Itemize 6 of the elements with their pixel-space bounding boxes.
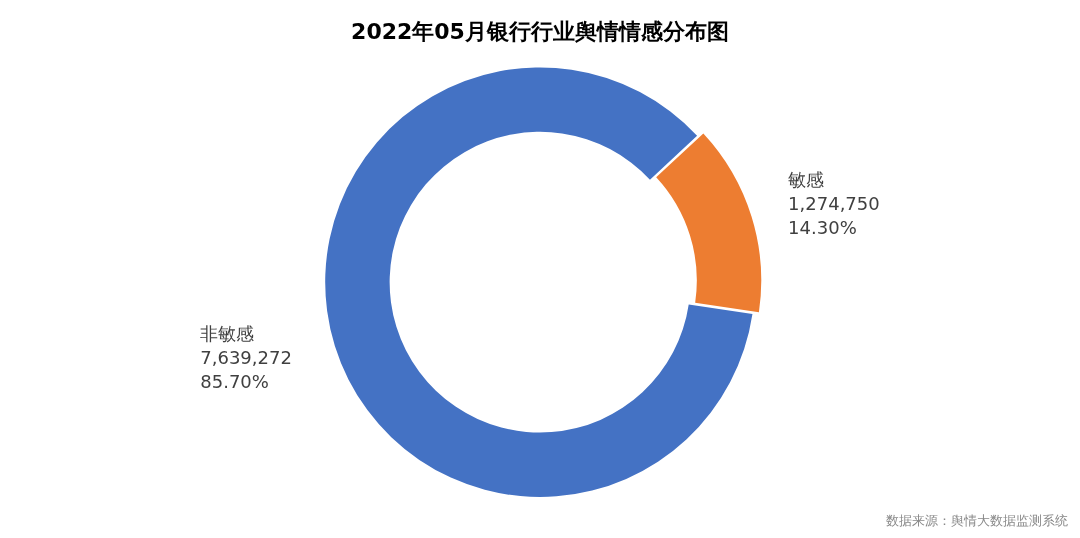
slice-label: 敏感: [788, 168, 825, 190]
slice-label: 非敏感: [200, 322, 255, 344]
data-label: 7,639,272 85.70%: [200, 346, 292, 392]
source-note: 数据来源：舆情大数据监测系统: [886, 512, 1068, 530]
data-label: 1,274,750 14.30%: [788, 192, 880, 238]
chart-title: 2022年05月银行行业舆情情感分布图: [351, 18, 729, 44]
